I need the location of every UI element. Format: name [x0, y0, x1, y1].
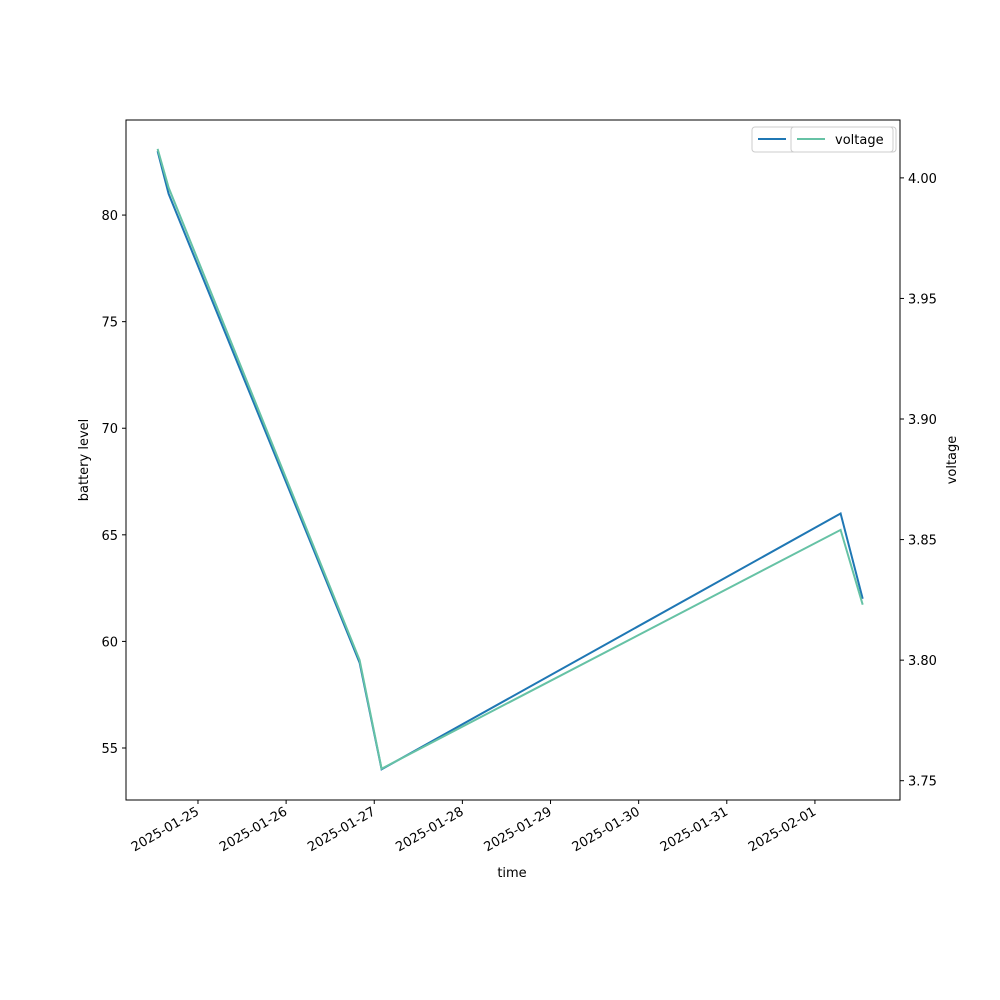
x-tick-label: 2025-01-28 [393, 804, 466, 855]
data-line [156, 150, 864, 771]
x-axis-label: time [497, 866, 526, 881]
y-tick-label: 60 [101, 635, 118, 650]
y2-tick-label: 3.80 [908, 654, 937, 669]
y-tick-label: 70 [101, 422, 118, 437]
data-line [156, 148, 864, 771]
x-tick-label: 2025-01-29 [482, 804, 555, 855]
y2-tick-label: 3.75 [908, 775, 937, 790]
x-tick-label: 2025-01-27 [305, 804, 378, 855]
y2-tick-label: 4.00 [908, 172, 937, 187]
y2-tick-label: 3.85 [908, 534, 937, 549]
y-tick-label: 55 [101, 742, 118, 757]
y-tick-label: 65 [101, 529, 118, 544]
y2-axis-label: voltage [945, 436, 960, 485]
plot-frame [125, 119, 901, 801]
x-tick-label: 2025-01-26 [217, 804, 290, 855]
y2-tick-label: 3.95 [908, 292, 937, 307]
legend-label: voltage [835, 133, 884, 148]
x-tick-label: 2025-01-31 [658, 804, 731, 855]
x-tick-label: 2025-02-01 [746, 804, 819, 855]
x-tick-label: 2025-01-30 [570, 804, 643, 855]
y2-tick-label: 3.90 [908, 413, 937, 428]
legend-box [790, 126, 894, 153]
y-tick-label: 75 [101, 316, 118, 331]
y-axis-label: battery level [77, 419, 92, 502]
y-tick-label: 80 [101, 209, 118, 224]
x-tick-label: 2025-01-25 [129, 804, 202, 855]
